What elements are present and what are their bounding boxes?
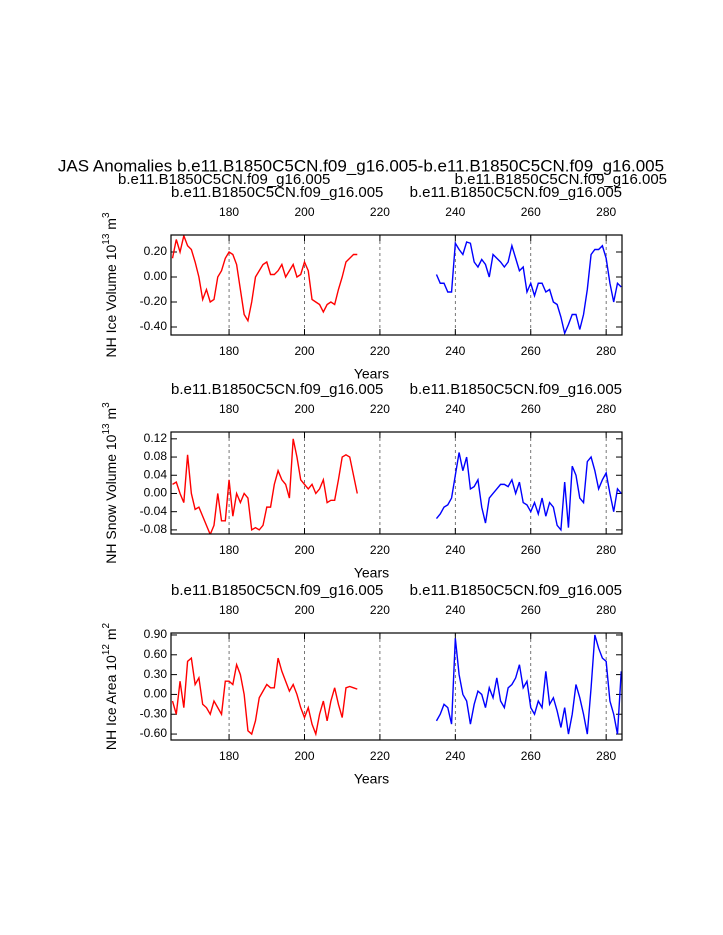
y-tick-label: -0.20 — [140, 294, 168, 308]
x-tick-label-top: 240 — [445, 603, 465, 617]
x-tick-label-top: 180 — [219, 402, 239, 416]
legend-right: b.e11.B1850C5CN.f09_g16.005 — [410, 184, 622, 201]
x-tick-label: 180 — [219, 749, 239, 763]
legend-left: b.e11.B1850C5CN.f09_g16.005 — [171, 381, 383, 398]
x-tick-label-top: 240 — [445, 402, 465, 416]
x-tick-label: 200 — [294, 543, 314, 557]
x-tick-label-top: 200 — [294, 603, 314, 617]
plot-frame — [170, 234, 623, 336]
y-axis-label-part: 12 — [101, 644, 112, 656]
x-tick-label: 260 — [521, 543, 541, 557]
y-tick-label: 0.12 — [144, 431, 168, 445]
y-axis-label-part: NH Ice Area 10 — [103, 655, 119, 750]
y-tick-label: 0.04 — [144, 467, 168, 481]
y-axis-label-part: 13 — [101, 233, 112, 245]
y-tick-label: 0.00 — [144, 687, 168, 701]
y-tick-label: -0.08 — [140, 522, 168, 536]
y-tick-label: 0.20 — [144, 244, 168, 258]
y-axis-label-part: 2 — [101, 622, 112, 628]
x-tick-label-top: 200 — [294, 205, 314, 219]
series-line — [171, 235, 358, 323]
x-tick-label-top: 180 — [219, 603, 239, 617]
series-line — [435, 634, 622, 735]
y-axis-label-part: NH Snow Volume 10 — [103, 434, 119, 563]
y-tick-label: 0.30 — [144, 667, 168, 681]
y-tick-label: -0.30 — [140, 706, 168, 720]
y-tick-label: -0.60 — [140, 726, 168, 740]
y-axis-label-part: NH Ice Volume 10 — [103, 244, 119, 357]
x-tick-label-top: 260 — [521, 402, 541, 416]
x-tick-label: 280 — [596, 344, 616, 358]
series-line — [435, 241, 622, 335]
y-axis-label: NH Snow Volume 1013 m3 — [101, 402, 119, 564]
y-tick-label: 0.90 — [144, 627, 168, 641]
y-axis-label-part: 13 — [101, 423, 112, 435]
x-tick-label-top: 240 — [445, 205, 465, 219]
x-tick-label: 180 — [219, 543, 239, 557]
y-axis-label-part: m — [103, 218, 119, 234]
y-axis-label-part: m — [103, 408, 119, 424]
x-tick-label: 260 — [521, 749, 541, 763]
x-axis-label: Years — [354, 565, 389, 581]
y-axis-label-part: 3 — [101, 212, 112, 218]
legend-left: b.e11.B1850C5CN.f09_g16.005 — [171, 582, 383, 599]
x-tick-label: 280 — [596, 543, 616, 557]
y-tick-label: 0.00 — [144, 486, 168, 500]
legend-right: b.e11.B1850C5CN.f09_g16.005 — [410, 582, 622, 599]
x-tick-label-top: 280 — [596, 205, 616, 219]
y-tick-label: -0.04 — [140, 504, 168, 518]
x-tick-label: 200 — [294, 749, 314, 763]
series-line — [435, 452, 622, 532]
legend-right: b.e11.B1850C5CN.f09_g16.005 — [410, 381, 622, 398]
y-axis-label: NH Ice Area 1012 m2 — [101, 622, 119, 750]
x-tick-label: 180 — [219, 344, 239, 358]
series-line — [172, 438, 358, 534]
x-tick-label: 280 — [596, 749, 616, 763]
x-tick-label: 220 — [370, 749, 390, 763]
y-axis-label-part: m — [103, 628, 119, 644]
subtitle-right: b.e11.B1850C5CN.f09_g16.005 — [455, 171, 667, 188]
x-tick-label: 240 — [445, 344, 465, 358]
x-tick-label: 200 — [294, 344, 314, 358]
x-tick-label-top: 200 — [294, 402, 314, 416]
x-axis-label: Years — [354, 771, 389, 787]
x-tick-label-top: 260 — [521, 603, 541, 617]
x-tick-label: 240 — [445, 749, 465, 763]
y-axis-label-part: 3 — [101, 402, 112, 408]
x-tick-label-top: 220 — [370, 603, 390, 617]
y-tick-label: 0.00 — [144, 269, 168, 283]
x-axis-label: Years — [354, 366, 389, 382]
x-tick-label: 220 — [370, 344, 390, 358]
x-tick-label-top: 280 — [596, 402, 616, 416]
x-tick-label-top: 220 — [370, 402, 390, 416]
x-tick-label-top: 220 — [370, 205, 390, 219]
main-title: JAS Anomalies b.e11.B1850C5CN.f09_g16.00… — [58, 156, 664, 175]
series-line — [171, 656, 358, 737]
x-tick-label: 260 — [521, 344, 541, 358]
plot-frame — [170, 632, 623, 741]
legend-left: b.e11.B1850C5CN.f09_g16.005 — [171, 184, 383, 201]
y-tick-label: 0.60 — [144, 647, 168, 661]
subtitle-left: b.e11.B1850C5CN.f09_g16.005 — [118, 171, 330, 188]
x-tick-label-top: 280 — [596, 603, 616, 617]
y-axis-label: NH Ice Volume 1013 m3 — [101, 212, 119, 358]
x-tick-label-top: 180 — [219, 205, 239, 219]
y-tick-label: 0.08 — [144, 449, 168, 463]
x-tick-label: 240 — [445, 543, 465, 557]
x-tick-label: 220 — [370, 543, 390, 557]
x-tick-label-top: 260 — [521, 205, 541, 219]
plot-frame — [170, 431, 623, 535]
y-tick-label: -0.40 — [140, 319, 168, 333]
